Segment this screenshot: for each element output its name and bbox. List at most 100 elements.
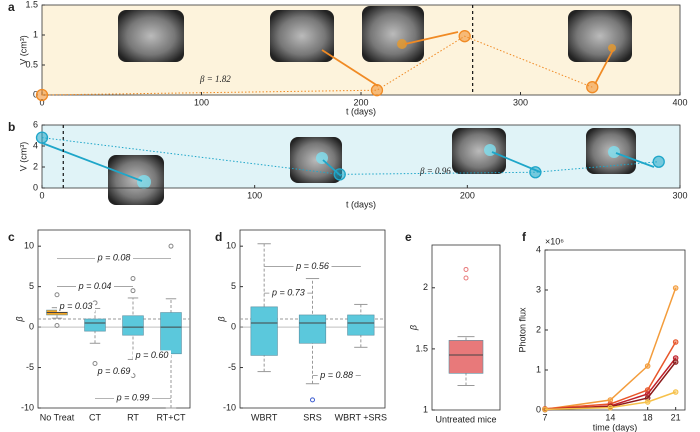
y-axis-label: β bbox=[408, 325, 418, 331]
mri bbox=[290, 137, 342, 183]
p-value: p = 0.56 bbox=[295, 261, 329, 271]
x-tick-label: 200 bbox=[353, 97, 368, 107]
outlier bbox=[130, 276, 136, 282]
p-value: p = 0.88 bbox=[319, 370, 353, 380]
arrow bbox=[615, 152, 655, 168]
y-tick-label: 5 bbox=[231, 281, 236, 291]
outlier bbox=[463, 266, 469, 272]
y-tick-label: 2 bbox=[33, 161, 38, 171]
y-tick-label: 2 bbox=[536, 324, 541, 334]
x-tick-label: No Treat bbox=[40, 412, 75, 422]
p-label-bg bbox=[133, 350, 171, 361]
x-tick-label: WBRT bbox=[251, 412, 278, 422]
x-tick-label: 0 bbox=[39, 97, 44, 107]
y-axis-label: β bbox=[216, 316, 226, 322]
p-label-bg bbox=[114, 393, 152, 404]
box bbox=[347, 314, 375, 336]
mri bbox=[118, 10, 184, 62]
data-point bbox=[586, 81, 599, 94]
axes-frame bbox=[431, 244, 501, 411]
x-tick-label: 18 bbox=[643, 412, 653, 422]
data-point bbox=[458, 30, 471, 43]
y-tick-label: 3 bbox=[536, 284, 541, 294]
box bbox=[122, 315, 144, 336]
y-axis-label: Photon flux bbox=[517, 307, 527, 353]
data-point bbox=[542, 406, 548, 413]
y-tick-label: 6 bbox=[33, 119, 38, 129]
y-tick-label: 0 bbox=[231, 321, 236, 331]
data-point bbox=[607, 404, 614, 411]
p-label-bg bbox=[293, 261, 332, 272]
x-tick-label: 100 bbox=[194, 97, 209, 107]
mri bbox=[270, 10, 334, 62]
p-label-bg bbox=[269, 288, 308, 299]
y-exponent: ×10⁶ bbox=[545, 236, 564, 246]
y-tick-label: 0 bbox=[33, 89, 38, 99]
data-point bbox=[529, 166, 542, 179]
fit-line bbox=[41, 35, 593, 96]
x-tick-label: SRS bbox=[303, 412, 322, 422]
data-point bbox=[672, 285, 679, 291]
x-tick-label: RT bbox=[127, 412, 139, 422]
y-tick-label: 10 bbox=[24, 241, 34, 251]
outlier bbox=[310, 397, 315, 403]
y-tick-label: 0 bbox=[29, 321, 34, 331]
data-point bbox=[35, 88, 49, 102]
tumor bbox=[397, 39, 407, 49]
x-tick-label: 400 bbox=[672, 97, 687, 107]
panel-letter: a bbox=[8, 0, 15, 14]
data-point bbox=[672, 339, 679, 345]
outlier bbox=[130, 288, 136, 294]
arrow bbox=[41, 142, 143, 182]
y-tick-label: 2 bbox=[423, 282, 428, 292]
data-point bbox=[333, 168, 346, 181]
x-axis-label: t (days) bbox=[346, 199, 376, 209]
y-tick-label: 5 bbox=[29, 281, 34, 291]
p-value: p = 0.69 bbox=[97, 366, 131, 376]
axes-frame bbox=[41, 124, 681, 189]
outlier bbox=[168, 243, 174, 249]
p-value: p = 0.60 bbox=[135, 350, 169, 360]
y-tick-label: -10 bbox=[21, 402, 34, 412]
data-point bbox=[644, 363, 651, 369]
tumor bbox=[608, 44, 616, 52]
y-tick-label: 1 bbox=[33, 29, 38, 39]
y-tick-label: 1.5 bbox=[415, 343, 428, 353]
x-tick-label: 300 bbox=[513, 97, 528, 107]
y-tick-label: 0 bbox=[33, 182, 38, 192]
annotation: β = 1.82 bbox=[199, 74, 231, 84]
outlier bbox=[54, 322, 60, 328]
axes-frame bbox=[544, 249, 686, 411]
outlier bbox=[92, 361, 98, 366]
arrow bbox=[594, 49, 614, 85]
data-point bbox=[35, 131, 49, 144]
box bbox=[160, 312, 182, 355]
outlier bbox=[54, 292, 60, 298]
y-axis-label: β bbox=[14, 316, 24, 322]
data-point bbox=[652, 155, 665, 168]
x-tick-label: 0 bbox=[39, 190, 44, 200]
y-tick-label: 4 bbox=[536, 244, 541, 254]
box bbox=[84, 318, 106, 332]
x-tick-label: 21 bbox=[671, 412, 681, 422]
mri bbox=[568, 10, 632, 62]
y-tick-label: 1 bbox=[536, 364, 541, 374]
p-value: p = 0.73 bbox=[271, 287, 305, 297]
y-axis-label: V (cm³) bbox=[18, 142, 28, 172]
y-tick-label: 0.5 bbox=[25, 59, 38, 69]
tumor bbox=[484, 144, 496, 156]
outlier bbox=[463, 275, 469, 281]
growth-curve bbox=[544, 287, 677, 410]
x-tick-label: 14 bbox=[605, 412, 615, 422]
p-value: p = 0.99 bbox=[116, 393, 150, 403]
y-axis-label: V (cm³) bbox=[18, 35, 28, 65]
data-point bbox=[644, 399, 651, 405]
panel-letter: c bbox=[8, 230, 15, 244]
y-tick-label: -5 bbox=[228, 362, 236, 372]
annotation: β = 0.96 bbox=[419, 166, 451, 176]
data-point bbox=[370, 84, 384, 97]
panel-letter: e bbox=[405, 230, 412, 244]
x-tick-label: RT+CT bbox=[156, 412, 186, 422]
x-tick-label: Untreated mice bbox=[435, 414, 496, 424]
